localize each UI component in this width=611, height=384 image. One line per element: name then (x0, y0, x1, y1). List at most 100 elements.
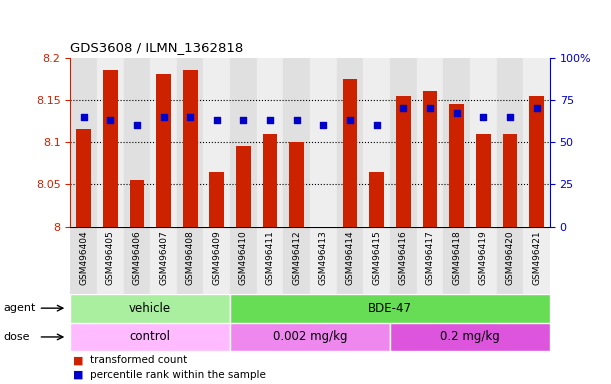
Bar (417, 58, 444, 227)
Bar (123, 58, 150, 227)
Bar (390, 58, 417, 227)
Point (212, 117, 222, 123)
Text: vehicle: vehicle (129, 302, 171, 314)
Bar (390, 227, 417, 294)
Bar (290, 142, 304, 227)
Bar (523, 58, 550, 227)
Bar (203, 227, 230, 294)
Text: GDS3608 / ILMN_1362818: GDS3608 / ILMN_1362818 (70, 41, 244, 54)
Text: BDE-47: BDE-47 (368, 302, 412, 314)
Point (132, 122, 142, 128)
Point (505, 114, 515, 120)
Bar (97, 227, 123, 294)
Bar (70, 323, 230, 351)
Bar (97, 58, 123, 227)
Bar (396, 96, 411, 227)
Bar (423, 91, 437, 227)
Bar (130, 180, 144, 227)
Text: 0.2 mg/kg: 0.2 mg/kg (440, 331, 500, 343)
Bar (497, 58, 523, 227)
Text: GSM496407: GSM496407 (159, 230, 168, 285)
Bar (177, 227, 203, 294)
Point (265, 117, 275, 123)
Bar (284, 227, 310, 294)
Bar (230, 323, 390, 351)
Bar (470, 227, 497, 294)
Point (185, 114, 195, 120)
Point (292, 117, 302, 123)
Text: percentile rank within the sample: percentile rank within the sample (90, 370, 266, 380)
Bar (364, 58, 390, 227)
Bar (444, 227, 470, 294)
Bar (150, 227, 177, 294)
Point (159, 114, 169, 120)
Text: agent: agent (3, 303, 35, 313)
Text: GSM496413: GSM496413 (319, 230, 328, 285)
Bar (257, 58, 284, 227)
Bar (123, 227, 150, 294)
Text: GSM496421: GSM496421 (532, 230, 541, 285)
Bar (337, 58, 364, 227)
Text: GSM496414: GSM496414 (346, 230, 354, 285)
Text: dose: dose (3, 332, 29, 342)
Bar (316, 227, 331, 235)
Text: control: control (130, 331, 170, 343)
Bar (444, 58, 470, 227)
Bar (230, 227, 257, 294)
Text: 0.002 mg/kg: 0.002 mg/kg (273, 331, 347, 343)
Text: GSM496415: GSM496415 (372, 230, 381, 285)
Bar (257, 227, 284, 294)
Bar (449, 104, 464, 227)
Text: GSM496410: GSM496410 (239, 230, 248, 285)
Text: GSM496405: GSM496405 (106, 230, 115, 285)
Bar (230, 58, 257, 227)
Text: GSM496408: GSM496408 (186, 230, 195, 285)
Bar (177, 58, 203, 227)
Text: GSM496420: GSM496420 (505, 230, 514, 285)
Bar (70, 294, 230, 323)
Bar (70, 227, 97, 294)
Point (425, 105, 435, 111)
Bar (76, 129, 91, 227)
Text: GSM496412: GSM496412 (292, 230, 301, 285)
Bar (337, 227, 364, 294)
Point (238, 117, 248, 123)
Bar (503, 134, 518, 227)
Bar (310, 227, 337, 294)
Bar (364, 227, 390, 294)
Text: GSM496418: GSM496418 (452, 230, 461, 285)
Bar (236, 146, 251, 227)
Bar (230, 294, 550, 323)
Bar (203, 58, 230, 227)
Bar (343, 79, 357, 227)
Text: GSM496411: GSM496411 (266, 230, 274, 285)
Bar (210, 172, 224, 227)
Point (398, 105, 408, 111)
Bar (183, 70, 197, 227)
Bar (497, 227, 523, 294)
Text: GSM496419: GSM496419 (479, 230, 488, 285)
Bar (150, 58, 177, 227)
Bar (70, 58, 97, 227)
Bar (476, 134, 491, 227)
Text: GSM496404: GSM496404 (79, 230, 88, 285)
Bar (370, 172, 384, 227)
Point (532, 105, 541, 111)
Bar (470, 58, 497, 227)
Text: GSM496409: GSM496409 (212, 230, 221, 285)
Text: GSM496406: GSM496406 (133, 230, 141, 285)
Point (478, 114, 488, 120)
Point (452, 110, 461, 116)
Bar (156, 74, 171, 227)
Text: transformed count: transformed count (90, 356, 188, 366)
Text: GSM496417: GSM496417 (425, 230, 434, 285)
Text: ■: ■ (73, 370, 84, 380)
Point (79, 114, 89, 120)
Bar (529, 96, 544, 227)
Bar (103, 70, 117, 227)
Point (105, 117, 115, 123)
Text: ■: ■ (73, 356, 84, 366)
Point (318, 122, 328, 128)
Bar (417, 227, 444, 294)
Bar (284, 58, 310, 227)
